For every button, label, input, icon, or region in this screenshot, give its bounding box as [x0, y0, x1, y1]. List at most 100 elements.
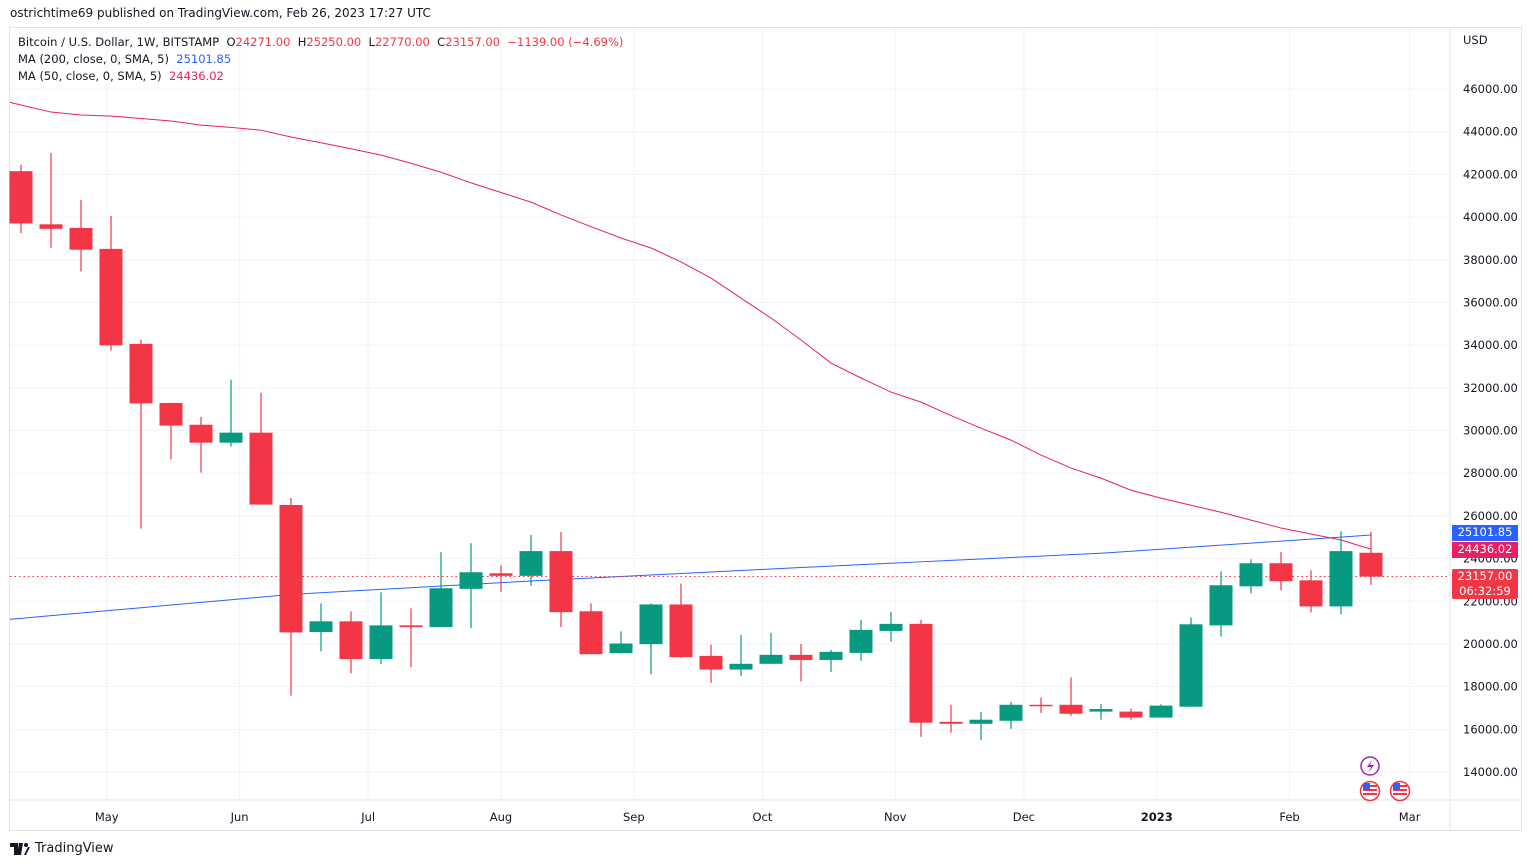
price-tick-label: 34000.00 [1463, 338, 1518, 352]
time-tick-label: 2023 [1141, 810, 1173, 824]
candle-body-up [219, 432, 243, 443]
candle-body-up [729, 663, 753, 670]
candle-body-down [1059, 704, 1083, 714]
time-tick-label: Sep [623, 810, 645, 824]
candle-body-down [99, 248, 123, 346]
candle-body-up [609, 643, 633, 654]
ma200-label: MA (200, close, 0, SMA, 5) [18, 52, 169, 66]
candle-body-up [429, 588, 453, 628]
ma50-label: MA (50, close, 0, SMA, 5) [18, 69, 162, 83]
time-tick-label: Jun [230, 810, 249, 824]
ma50-value: 24436.02 [168, 69, 224, 83]
ma200-price-tag: 25101.85 [1452, 525, 1518, 541]
price-tick-label: 30000.00 [1463, 424, 1518, 438]
price-tick-label: 20000.00 [1463, 637, 1518, 651]
time-tick-label: Mar [1399, 810, 1421, 824]
change-value: −1139.00 (−4.69%) [507, 35, 624, 49]
tradingview-brand: TradingView [35, 841, 114, 856]
candle-body-up [1179, 624, 1203, 707]
candle-body-up [369, 625, 393, 660]
time-tick-label: Feb [1279, 810, 1299, 824]
price-tick-label: 26000.00 [1463, 509, 1518, 523]
price-tick-label: 42000.00 [1463, 167, 1518, 181]
candle-body-down [939, 721, 963, 724]
candle-body-up [969, 719, 993, 724]
ma200-line [9, 534, 1372, 620]
candle-body-down [669, 604, 693, 658]
ma200-legend-row[interactable]: MA (200, close, 0, SMA, 5) 25101.85 [18, 51, 623, 68]
candle-body-down [1269, 563, 1293, 582]
candle-body-down [1119, 711, 1143, 718]
candle-body-down [9, 171, 33, 224]
published-caption: ostrichtime69 published on TradingView.c… [10, 6, 431, 20]
time-tick-label: Dec [1013, 810, 1035, 824]
candle-body-up [999, 704, 1023, 721]
candle-body-up [639, 604, 663, 645]
tradingview-logo[interactable]: TradingView [10, 841, 114, 856]
time-tick-label: Oct [752, 810, 772, 824]
high-value: 25250.00 [306, 35, 362, 49]
chart-legend: Bitcoin / U.S. Dollar, 1W, BITSTAMP O242… [18, 34, 623, 85]
candle-body-down [69, 227, 93, 250]
candle-body-down [249, 432, 273, 505]
candle-body-up [759, 654, 783, 664]
candle-body-down [909, 623, 933, 723]
candle-body-down [129, 343, 153, 404]
open-value: 24271.00 [235, 35, 291, 49]
price-tick-label: 28000.00 [1463, 466, 1518, 480]
time-tick-label: Nov [884, 810, 907, 824]
low-value: 22770.00 [374, 35, 430, 49]
candle-body-up [849, 629, 873, 653]
candle-body-up [819, 651, 843, 660]
last-price: 23157.00 [1457, 569, 1513, 583]
ma50-price-tag: 24436.02 [1452, 542, 1518, 558]
candle-body-down [1299, 580, 1323, 607]
chart-frame [9, 27, 1522, 831]
symbol-name: Bitcoin / U.S. Dollar, 1W, BITSTAMP [18, 35, 220, 49]
candle-body-down [1029, 704, 1053, 707]
ma200-value: 25101.85 [176, 52, 232, 66]
candle-body-up [309, 621, 333, 632]
candle-body-down [789, 654, 813, 660]
price-tick-label: 14000.00 [1463, 765, 1518, 779]
price-tick-label: 46000.00 [1463, 82, 1518, 96]
us-flag-event-icon[interactable] [1389, 780, 1411, 802]
candle-body-up [1239, 563, 1263, 587]
candle-body-up [879, 623, 903, 631]
candle-body-up [519, 551, 543, 576]
candle-body-up [1089, 709, 1113, 712]
price-tick-label: 44000.00 [1463, 125, 1518, 139]
currency-label[interactable]: USD [1463, 33, 1488, 47]
price-tick-label: 38000.00 [1463, 253, 1518, 267]
candle-body-up [1209, 585, 1233, 626]
bar-countdown: 06:32:59 [1459, 584, 1511, 598]
lightning-event-icon[interactable] [1360, 756, 1380, 776]
candle-body-down [549, 551, 573, 613]
tradingview-logo-icon [10, 842, 30, 855]
price-tick-label: 32000.00 [1463, 381, 1518, 395]
close-label: C [437, 35, 446, 49]
candle-body-down [159, 402, 183, 426]
candle-body-down [399, 625, 423, 628]
price-tick-label: 36000.00 [1463, 295, 1518, 309]
candle-body-down [339, 621, 363, 660]
time-tick-label: Jul [360, 810, 375, 824]
candle-body-down [1359, 552, 1383, 577]
ma50-legend-row[interactable]: MA (50, close, 0, SMA, 5) 24436.02 [18, 68, 623, 85]
candle-body-down [699, 655, 723, 670]
candle-body-down [39, 224, 63, 229]
candle-body-down [489, 573, 513, 576]
time-tick-label: Aug [490, 810, 512, 824]
candle-body-down [279, 504, 303, 633]
candle-body-up [1329, 551, 1353, 607]
ma50-line [9, 101, 1372, 550]
open-label: O [226, 35, 236, 49]
candle-body-down [189, 424, 213, 443]
symbol-legend-row[interactable]: Bitcoin / U.S. Dollar, 1W, BITSTAMP O242… [18, 34, 623, 51]
price-tick-label: 40000.00 [1463, 210, 1518, 224]
us-flag-event-icon[interactable] [1359, 780, 1381, 802]
candle-body-up [459, 572, 483, 589]
price-tick-label: 18000.00 [1463, 680, 1518, 694]
last-price-tag: 23157.00 06:32:59 [1452, 569, 1518, 599]
